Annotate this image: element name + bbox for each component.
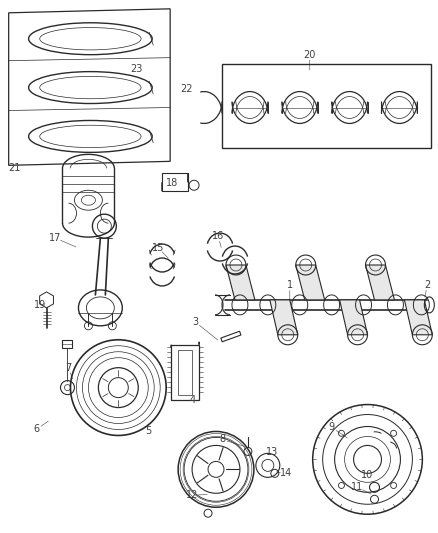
Text: 12: 12 (186, 490, 198, 500)
Text: 20: 20 (304, 50, 316, 60)
Polygon shape (270, 300, 298, 335)
Bar (222, 63, 431, 148)
Text: 10: 10 (361, 470, 374, 480)
Text: 5: 5 (145, 426, 152, 437)
Polygon shape (366, 265, 395, 300)
Text: 1: 1 (287, 280, 293, 290)
Bar (171, 345, 199, 400)
Text: 9: 9 (328, 423, 335, 432)
Text: 8: 8 (219, 434, 225, 445)
Text: 18: 18 (166, 178, 178, 188)
Polygon shape (339, 300, 367, 335)
Polygon shape (226, 265, 255, 300)
Text: 7: 7 (65, 362, 71, 373)
Text: 6: 6 (34, 424, 40, 434)
Text: 4: 4 (190, 394, 196, 405)
Text: 3: 3 (192, 317, 198, 327)
Text: 17: 17 (49, 233, 62, 243)
Text: 14: 14 (279, 469, 292, 478)
Text: 21: 21 (8, 163, 21, 173)
Polygon shape (296, 265, 325, 300)
Bar (178, 350, 192, 394)
Text: 23: 23 (130, 63, 142, 74)
Text: 13: 13 (266, 447, 278, 457)
Text: 15: 15 (152, 243, 164, 253)
Text: 11: 11 (351, 482, 364, 492)
Text: 19: 19 (35, 300, 47, 310)
Bar (63, 340, 72, 348)
Text: 22: 22 (180, 84, 192, 94)
Bar (162, 173, 188, 191)
Polygon shape (404, 300, 432, 335)
Text: 2: 2 (424, 280, 431, 290)
Text: 16: 16 (212, 231, 224, 241)
